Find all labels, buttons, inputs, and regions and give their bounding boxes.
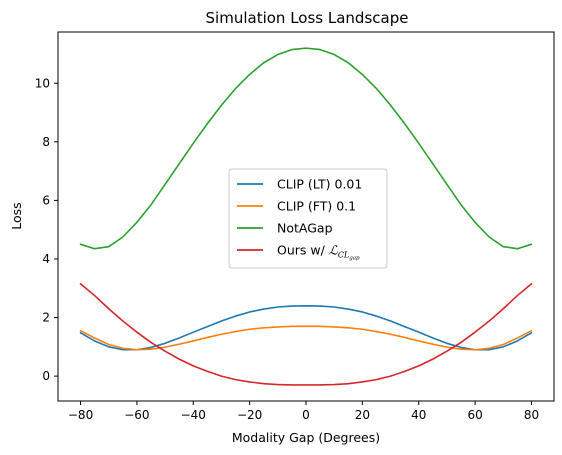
y-tick-label: 10	[35, 76, 50, 90]
x-tick-label: −20	[237, 408, 262, 422]
series-line-4	[79, 283, 533, 386]
x-tick-label: −40	[181, 408, 206, 422]
legend-label-2: CLIP (FT) 0.1	[277, 199, 356, 214]
x-tick-label: 0	[302, 408, 310, 422]
x-axis-label: Modality Gap (Degrees)	[232, 430, 380, 445]
y-tick-label: 0	[42, 369, 50, 383]
y-tick-label: 6	[42, 193, 50, 207]
x-tick-label: 40	[411, 408, 426, 422]
series-line-3	[79, 47, 533, 250]
x-tick-label: −80	[68, 408, 93, 422]
chart-title: Simulation Loss Landscape	[206, 9, 409, 27]
x-tick-label: 60	[467, 408, 482, 422]
y-tick-label: 4	[42, 252, 50, 266]
legend-frame	[228, 168, 388, 269]
x-tick-label: 20	[355, 408, 370, 422]
legend-label-3: NotAGap	[277, 221, 333, 236]
series-line-2	[79, 325, 533, 351]
x-tick-label: −60	[124, 408, 149, 422]
series-line-1	[79, 305, 533, 351]
x-tick-label: 80	[524, 408, 539, 422]
x-axis: −80 −60 −40 −20 0 20 40 60 80	[68, 401, 539, 422]
y-axis-label: Loss	[9, 202, 24, 229]
y-tick-label: 8	[42, 135, 50, 149]
y-axis: 0 2 4 6 8 10	[35, 76, 58, 383]
y-tick-label: 2	[42, 311, 50, 325]
legend-label-1: CLIP (LT) 0.01	[277, 177, 362, 192]
series-layer	[79, 47, 533, 386]
